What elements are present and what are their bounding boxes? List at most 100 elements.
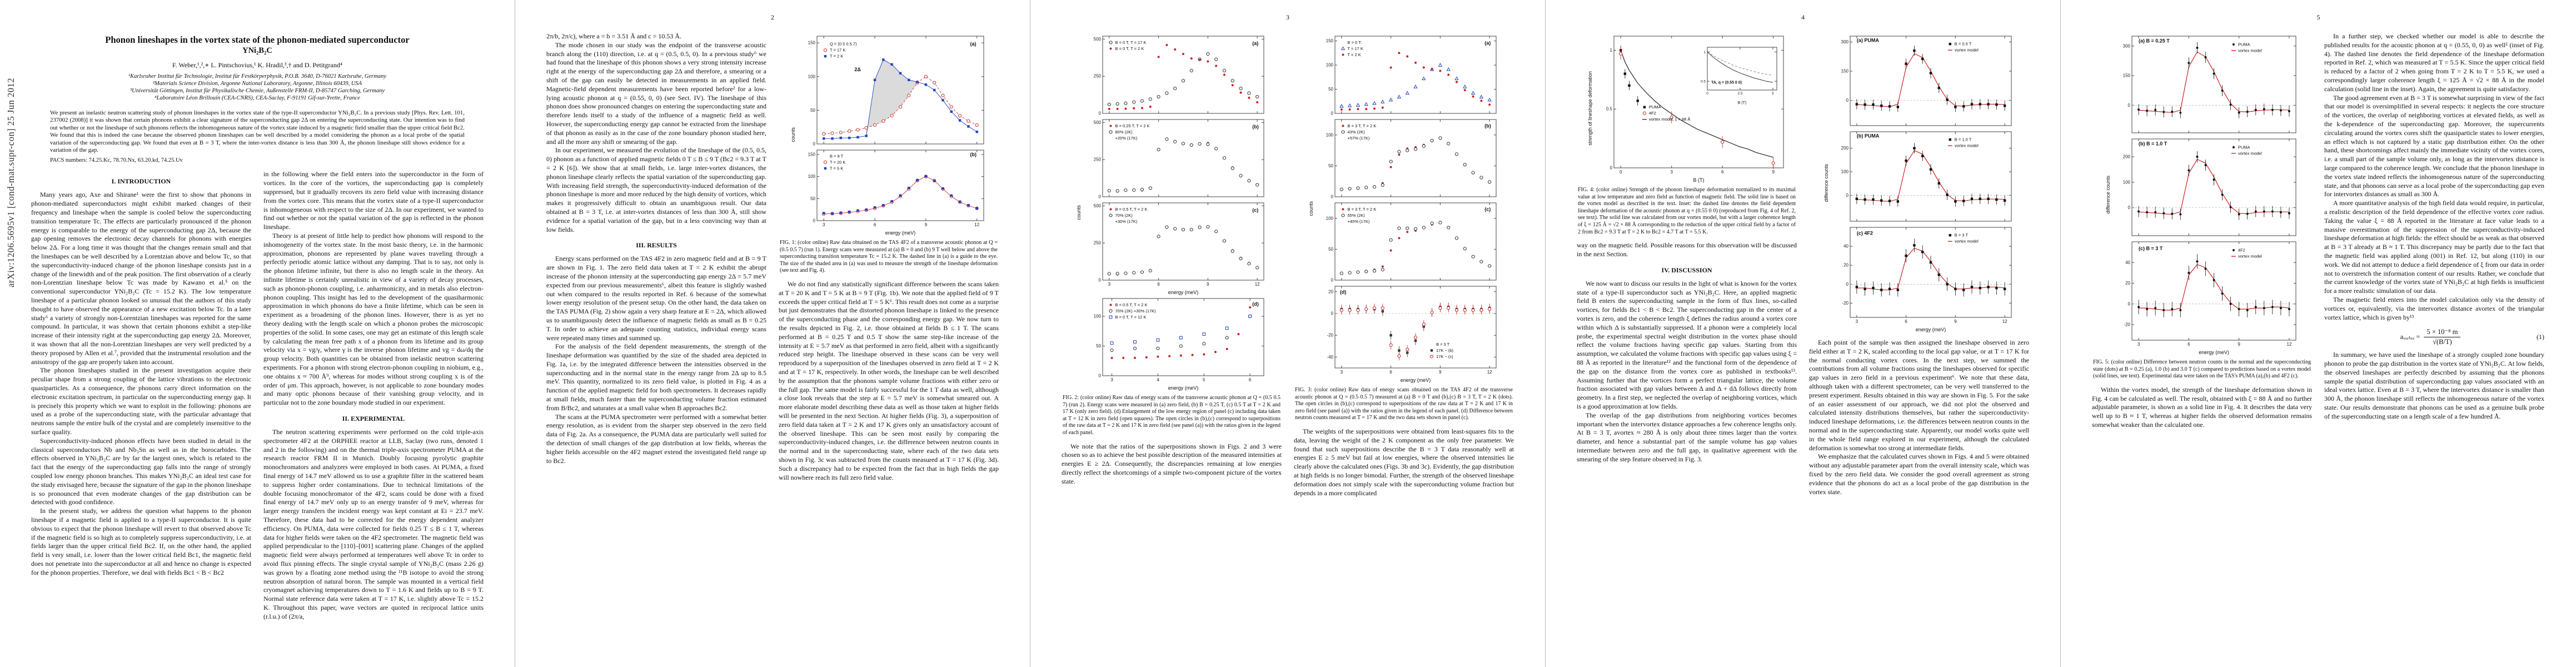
- svg-text:20: 20: [2125, 281, 2130, 286]
- paragraph: We note that the ratios of the superposi…: [1062, 442, 1282, 485]
- figure-y-axis-label: difference counts: [2105, 175, 2111, 214]
- svg-text:(d): (d): [1340, 290, 1347, 295]
- svg-text:2Δ: 2Δ: [854, 67, 861, 72]
- svg-text:energy (meV): energy (meV): [1168, 290, 1199, 295]
- svg-text:150: 150: [2122, 73, 2130, 78]
- svg-text:0: 0: [1846, 193, 1849, 198]
- svg-text:(b): (b): [1252, 124, 1259, 130]
- svg-text:0: 0: [1099, 195, 1102, 200]
- svg-text:+30% (17K): +30% (17K): [1115, 219, 1138, 224]
- svg-text:energy (meV): energy (meV): [1916, 327, 1946, 332]
- paragraph: In our experiment, we measured the evolu…: [546, 146, 766, 233]
- svg-text:B (T): B (T): [1693, 177, 1704, 183]
- svg-text:vortex model: vortex model: [1955, 48, 1979, 53]
- page1-right-column: in the following where the field enters …: [263, 170, 484, 621]
- svg-text:vortex model, ξ = 88 Å: vortex model, ξ = 88 Å: [1648, 117, 1690, 122]
- svg-text:1: 1: [1610, 48, 1612, 53]
- section-heading: IV. DISCUSSION: [1661, 266, 1712, 274]
- svg-text:6: 6: [2188, 342, 2190, 347]
- svg-text:0: 0: [1706, 92, 1708, 96]
- figure-panel: 3 6 9 12 -20 0 20 40 energy (meV) (c) 4F2 B = 3 Tv…: [1842, 227, 2012, 332]
- svg-text:6: 6: [1389, 370, 1392, 375]
- svg-text:3: 3: [1108, 282, 1111, 287]
- svg-text:T = 2 K: T = 2 K: [830, 54, 843, 59]
- svg-text:150: 150: [808, 41, 816, 46]
- figure-caption: FIG. 3: (color online) Raw data of energ…: [1295, 387, 1513, 421]
- page-2: 2 2π/b, 2π/c), where a = b = 3.51 Å and …: [515, 0, 1030, 667]
- paragraph: Each point of the sample was then assign…: [1809, 339, 2029, 452]
- svg-text:B = 0.25 T, T = 2 K: B = 0.25 T, T = 2 K: [1115, 123, 1150, 128]
- svg-text:100: 100: [1326, 216, 1334, 221]
- svg-text:9: 9: [1772, 170, 1775, 175]
- figure-y-axis-label: counts: [1076, 205, 1082, 220]
- equation: aᵥₒᵣₜₑₓ = 5 × 10⁻⁸ m √(B/T) (1): [2400, 328, 2544, 346]
- svg-text:-20: -20: [1327, 333, 1333, 338]
- page4-left-column: strength of lineshape deformation 0 3 6 9 0 0.…: [1577, 32, 1797, 496]
- svg-text:energy (meV): energy (meV): [2199, 350, 2229, 355]
- svg-text:(c) B = 3 T: (c) B = 3 T: [2139, 246, 2163, 251]
- svg-text:70% (2K) +30% (17K): 70% (2K) +30% (17K): [1115, 308, 1157, 313]
- svg-text:50: 50: [810, 108, 815, 113]
- svg-text:150: 150: [1326, 38, 1334, 43]
- svg-text:B = 3 T, T = 2 K: B = 3 T, T = 2 K: [1348, 123, 1377, 128]
- svg-text:0: 0: [1610, 166, 1612, 171]
- svg-text:B = 3 T: B = 3 T: [1436, 342, 1450, 347]
- svg-text:-40: -40: [1327, 355, 1333, 360]
- svg-text:PUMA: PUMA: [2238, 42, 2250, 47]
- svg-text:12: 12: [2286, 342, 2291, 347]
- section-heading: II. EXPERIMENTAL: [342, 414, 405, 422]
- svg-text:vortex model: vortex model: [1955, 143, 1979, 148]
- svg-text:5: 5: [1203, 377, 1205, 382]
- svg-text:6: 6: [1905, 319, 1907, 324]
- arxiv-stamp: arXiv:1206.5695v1 [cond-mat.supr-con] 25…: [6, 78, 16, 288]
- figure-fig1: counts 0 50 100 150 (a) 2Δ Q = (0.5 0.5 7) T = 1…: [779, 33, 999, 275]
- figure-panel: 0 50 100 150 (a) 2Δ Q = (0.5 0.5 7)T = 17 KT =…: [808, 36, 984, 147]
- svg-text:3: 3: [2137, 342, 2140, 347]
- svg-text:(c) 4F2: (c) 4F2: [1857, 231, 1873, 236]
- svg-text:+45% (17K): +45% (17K): [1348, 219, 1370, 224]
- svg-text:3: 3: [1670, 170, 1673, 175]
- svg-text:250: 250: [1094, 74, 1102, 79]
- figure-y-axis-label: counts: [790, 127, 796, 142]
- svg-text:(a): (a): [970, 41, 976, 47]
- paragraph: in the following where the field enters …: [263, 170, 484, 231]
- svg-text:40: 40: [2125, 260, 2130, 265]
- page-4: 4 strength of lineshape deformation 0 3 6 9 0…: [1546, 0, 2061, 667]
- paragraph: The phonon lineshapes studied in the pre…: [31, 366, 251, 436]
- svg-text:17K − (b): 17K − (b): [1436, 348, 1454, 353]
- figure-caption: FIG. 5: (color online) Difference betwee…: [2093, 359, 2311, 380]
- svg-text:4: 4: [1157, 377, 1159, 382]
- svg-text:0.5: 0.5: [1700, 80, 1705, 84]
- paragraph: The mode chosen in our study was the end…: [546, 41, 766, 146]
- figure-caption: FIG. 2: (color online) Raw data of energ…: [1063, 395, 1280, 436]
- figure-panel: 3 6 9 12 0 50 100 150 energy (meV) (b) B = 9 T T = …: [808, 150, 984, 236]
- figure-panel: 0 50 100 150 (a) B = 0 T:T = 17 KT = 2 K: [1326, 36, 1497, 116]
- svg-text:300: 300: [1841, 39, 1849, 44]
- page5-right-column: In a further step, we checked whether ou…: [2324, 32, 2544, 430]
- page4-right-column: difference counts 0 150 300 (a) PUMA B = 0.5 …: [1809, 32, 2029, 496]
- svg-text:100: 100: [1841, 170, 1849, 175]
- svg-text:9: 9: [1954, 319, 1957, 324]
- paragraph: A more quantitative analysis of the high…: [2324, 199, 2544, 295]
- svg-text:(c): (c): [1484, 206, 1491, 212]
- paragraph: For the analysis of the field dependent …: [546, 342, 766, 412]
- svg-text:(c): (c): [1252, 207, 1258, 213]
- svg-text:0: 0: [2127, 205, 2130, 210]
- svg-text:43% (2K): 43% (2K): [1348, 130, 1366, 135]
- svg-text:energy (meV): energy (meV): [1168, 385, 1199, 391]
- svg-text:250: 250: [1094, 241, 1102, 246]
- svg-text:50: 50: [1328, 247, 1333, 252]
- svg-text:+57% (17K): +57% (17K): [1348, 136, 1370, 141]
- svg-text:T = 20 K: T = 20 K: [830, 160, 845, 165]
- figure-y-axis-label: strength of lineshape deformation: [1587, 71, 1593, 146]
- svg-text:-20: -20: [2124, 322, 2130, 327]
- svg-text:500: 500: [1094, 203, 1102, 208]
- svg-text:0: 0: [1619, 170, 1622, 175]
